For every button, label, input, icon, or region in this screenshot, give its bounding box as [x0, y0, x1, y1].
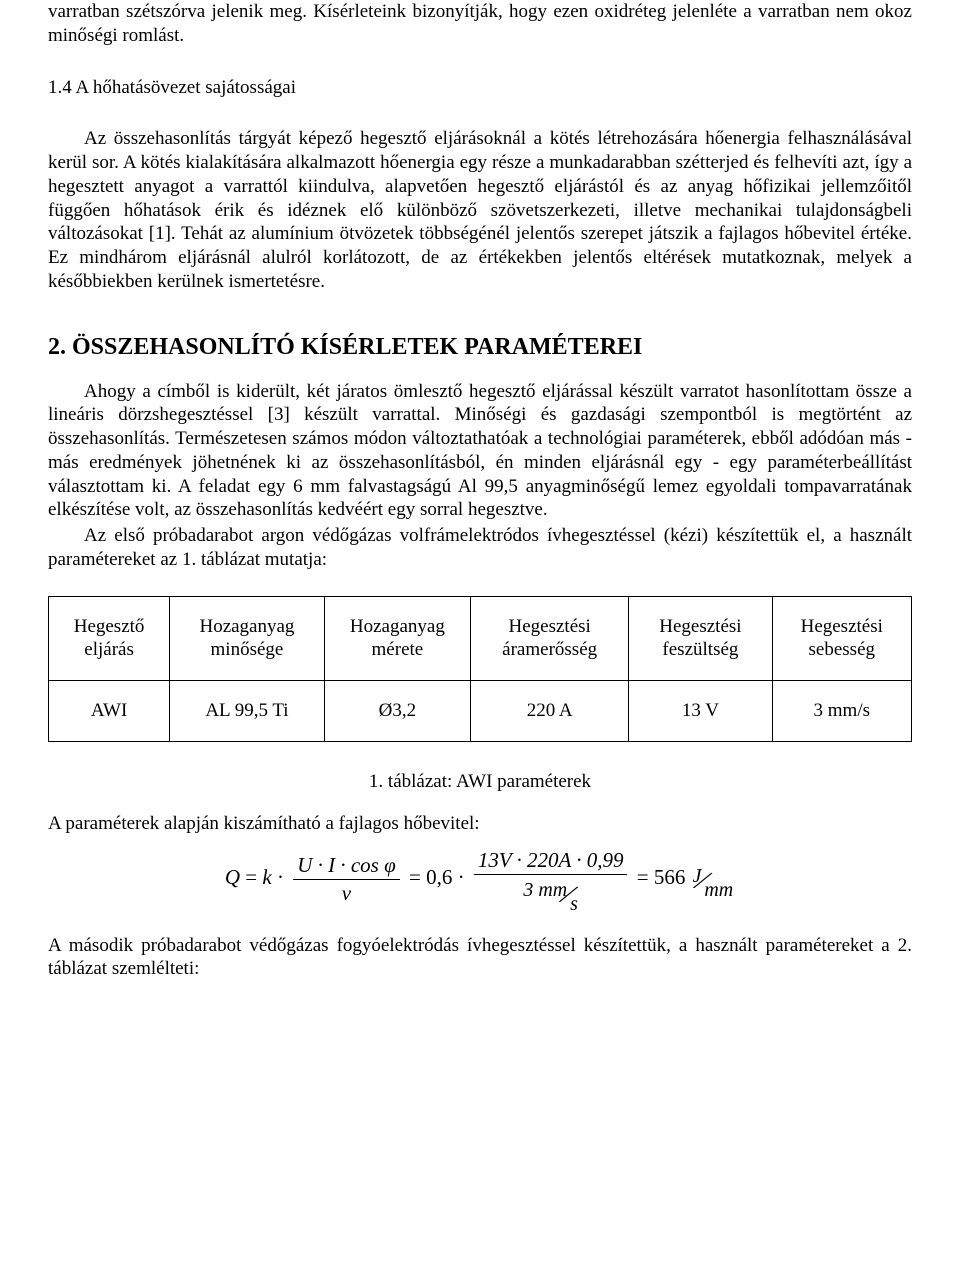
heading-1-4: 1.4 A hőhatásövezet sajátosságai — [48, 76, 912, 100]
paragraph-1-4: Az összehasonlítás tárgyát képező hegesz… — [48, 127, 912, 293]
eq-frac-1: U · I · cos φ v — [293, 854, 400, 905]
eq-lhs: Q — [225, 865, 240, 889]
table-header-row: Hegesztő eljárás Hozaganyag minősége Hoz… — [49, 596, 912, 681]
parameters-table: Hegesztő eljárás Hozaganyag minősége Hoz… — [48, 596, 912, 742]
eq-frac2-num: 13V · 220A · 0,99 — [474, 849, 628, 875]
page: varratban szétszórva jelenik meg. Kísérl… — [0, 0, 960, 1021]
paragraph-calc: A paraméterek alapján kiszámítható a faj… — [48, 812, 912, 836]
table-cell: Ø3,2 — [324, 681, 470, 742]
table-cell: AWI — [49, 681, 170, 742]
heading-2: 2. ÖSSZEHASONLÍTÓ KÍSÉRLETEK PARAMÉTEREI — [48, 332, 912, 362]
eq-frac1-den: v — [293, 880, 400, 905]
eq-result-unit: J⁄mm — [693, 861, 734, 898]
table-row: AWI AL 99,5 Ti Ø3,2 220 A 13 V 3 mm/s — [49, 681, 912, 742]
eq-equals: = — [245, 865, 262, 889]
eq-frac2-den-sfrac: 3 mm⁄s — [523, 877, 577, 909]
intro-fragment: varratban szétszórva jelenik meg. Kísérl… — [48, 0, 912, 48]
table-cell: 13 V — [629, 681, 772, 742]
eq-result-val: 566 — [654, 865, 686, 889]
eq-frac-2: 13V · 220A · 0,99 3 mm⁄s — [474, 849, 628, 909]
eq-equals: = — [409, 865, 426, 889]
paragraph-end: A második próbadarabot védőgázas fogyóel… — [48, 934, 912, 982]
eq-frac2-den: 3 mm⁄s — [474, 875, 628, 909]
table-header-cell: Hegesztési feszültség — [629, 596, 772, 681]
eq-cdot: · — [277, 865, 289, 889]
table-cell: 3 mm/s — [772, 681, 911, 742]
table-cell: AL 99,5 Ti — [170, 681, 325, 742]
table-header-cell: Hozaganyag mérete — [324, 596, 470, 681]
eq-cdot: · — [458, 865, 470, 889]
eq-equals: = — [637, 865, 654, 889]
table-header-cell: Hozaganyag minősége — [170, 596, 325, 681]
table-cell: 220 A — [471, 681, 629, 742]
equation: Q = k · U · I · cos φ v = 0,6 · 13V · 22… — [48, 849, 912, 909]
table-caption: 1. táblázat: AWI paraméterek — [48, 770, 912, 794]
table-header-cell: Hegesztési sebesség — [772, 596, 911, 681]
paragraph-2b: Az első próbadarabot argon védőgázas vol… — [48, 524, 912, 572]
table-header-cell: Hegesztési áramerősség — [471, 596, 629, 681]
table-header-cell: Hegesztő eljárás — [49, 596, 170, 681]
paragraph-2a: Ahogy a címből is kiderült, két járatos … — [48, 380, 912, 523]
eq-frac1-num: U · I · cos φ — [293, 854, 400, 880]
eq-coef: 0,6 — [426, 865, 452, 889]
eq-k: k — [262, 865, 271, 889]
